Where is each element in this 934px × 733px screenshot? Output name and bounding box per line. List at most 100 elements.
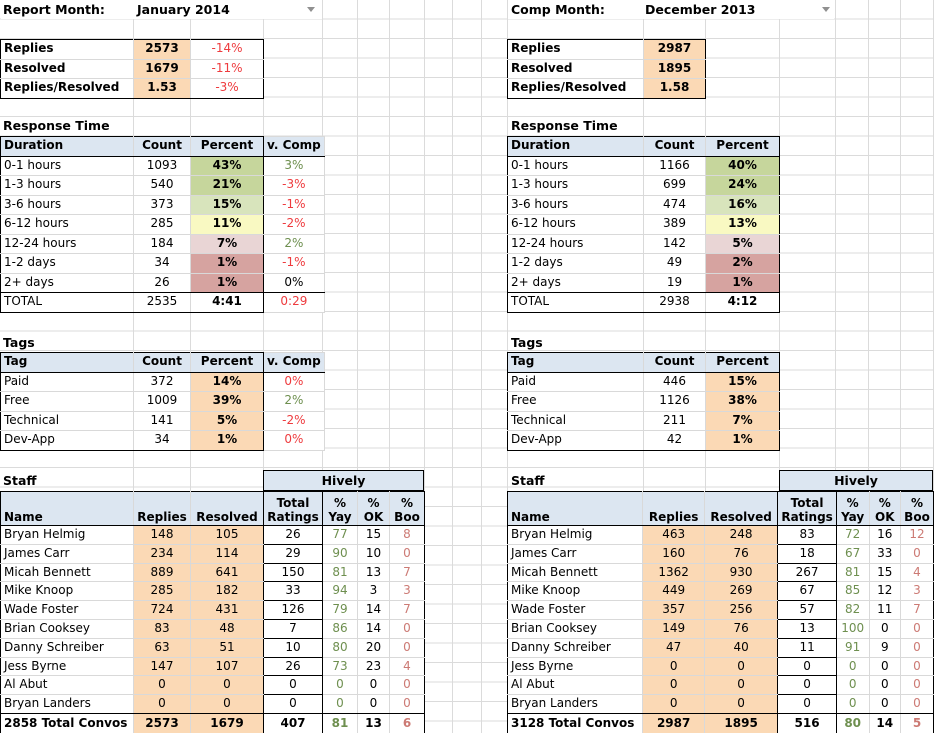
replies-cell[interactable]: 160 [642, 543, 705, 564]
boo-cell[interactable]: 7 [389, 600, 425, 620]
replies-cell[interactable]: 1362 [642, 562, 705, 583]
label-cell[interactable]: Dev-App [0, 430, 134, 451]
summary-label[interactable]: Replies [0, 39, 134, 60]
column-header[interactable]: Duration [507, 136, 644, 157]
resolved-cell[interactable]: 48 [190, 618, 264, 639]
comp-cell[interactable]: 0% [263, 430, 325, 451]
total-name-cell[interactable]: 2858 Total Convos [0, 712, 134, 733]
total-boo-cell[interactable]: 6 [389, 712, 425, 733]
yay-cell[interactable]: 0 [322, 694, 358, 714]
ratings-cell[interactable]: 18 [777, 543, 837, 564]
ok-cell[interactable]: 0 [868, 618, 901, 639]
resolved-cell[interactable]: 248 [703, 525, 779, 545]
count-cell[interactable]: 19 [643, 272, 706, 293]
resolved-cell[interactable]: 256 [703, 600, 779, 620]
ok-cell[interactable]: 10 [357, 543, 390, 564]
ok-cell[interactable]: 23 [357, 656, 390, 677]
total-replies-cell[interactable]: 2573 [133, 712, 191, 733]
percent-cell[interactable]: 39% [190, 391, 264, 412]
boo-cell[interactable]: 0 [389, 637, 425, 658]
yay-cell[interactable]: 85 [835, 581, 870, 602]
replies-cell[interactable]: 0 [642, 656, 705, 677]
column-header[interactable]: Count [643, 136, 706, 157]
yay-cell[interactable]: 81 [322, 562, 358, 583]
ratings-cell[interactable]: 10 [263, 637, 323, 658]
total-ok-cell[interactable]: 14 [868, 712, 901, 733]
yay-cell[interactable]: 67 [835, 543, 870, 564]
name-cell[interactable]: Mike Knoop [506, 581, 644, 602]
ratings-cell[interactable]: 26 [263, 525, 323, 545]
ratings-cell[interactable]: 0 [263, 675, 323, 696]
percent-cell[interactable]: 16% [705, 194, 780, 215]
column-header[interactable]: Percent [705, 136, 780, 157]
yay-cell[interactable]: 94 [322, 581, 358, 602]
percent-cell[interactable]: 24% [705, 175, 780, 196]
count-cell[interactable]: 142 [643, 233, 706, 254]
summary-value[interactable]: 1.53 [133, 78, 191, 99]
total-ratings-cell[interactable]: 407 [263, 712, 323, 733]
label-cell[interactable]: 12-24 hours [507, 233, 644, 254]
ratings-cell[interactable]: 0 [263, 694, 323, 714]
resolved-cell[interactable]: 269 [703, 581, 779, 602]
boo-cell[interactable]: 4 [389, 656, 425, 677]
replies-cell[interactable]: 463 [642, 525, 705, 545]
percent-cell[interactable]: 5% [705, 233, 780, 254]
name-cell[interactable]: Wade Foster [0, 600, 134, 620]
column-header[interactable]: Replies [642, 491, 705, 526]
ok-cell[interactable]: 20 [357, 637, 390, 658]
resolved-cell[interactable]: 0 [703, 694, 779, 714]
percent-cell[interactable]: 40% [705, 155, 780, 176]
summary-label[interactable]: Resolved [0, 58, 134, 79]
total-value[interactable]: 4:41 [190, 292, 264, 313]
name-cell[interactable]: Micah Bennett [506, 562, 644, 583]
chevron-down-icon[interactable] [307, 7, 315, 12]
ratings-cell[interactable]: 0 [777, 675, 837, 696]
total-resolved-cell[interactable]: 1679 [190, 712, 264, 733]
total-ok-cell[interactable]: 13 [357, 712, 390, 733]
name-cell[interactable]: Wade Foster [506, 600, 644, 620]
column-header[interactable]: Total Ratings [777, 491, 837, 526]
count-cell[interactable]: 1126 [643, 391, 706, 412]
percent-cell[interactable]: 1% [190, 253, 264, 274]
name-cell[interactable]: Bryan Landers [0, 694, 134, 714]
count-cell[interactable]: 373 [133, 194, 191, 215]
ratings-cell[interactable]: 267 [777, 562, 837, 583]
column-header[interactable]: Replies [133, 491, 191, 526]
label-cell[interactable]: 1-2 days [0, 253, 134, 274]
percent-cell[interactable]: 21% [190, 175, 264, 196]
replies-cell[interactable]: 234 [133, 543, 191, 564]
total-label[interactable]: TOTAL [507, 292, 644, 313]
replies-cell[interactable]: 285 [133, 581, 191, 602]
name-cell[interactable]: Al Abut [506, 675, 644, 696]
label-cell[interactable]: 2+ days [0, 272, 134, 293]
ok-cell[interactable]: 15 [868, 562, 901, 583]
boo-cell[interactable]: 0 [389, 618, 425, 639]
percent-cell[interactable]: 43% [190, 155, 264, 176]
boo-cell[interactable]: 12 [899, 525, 934, 545]
replies-cell[interactable]: 0 [133, 694, 191, 714]
total-count[interactable]: 2535 [133, 292, 191, 313]
label-cell[interactable]: Paid [507, 371, 644, 392]
ok-cell[interactable]: 13 [357, 562, 390, 583]
replies-cell[interactable]: 147 [133, 656, 191, 677]
count-cell[interactable]: 1009 [133, 391, 191, 412]
boo-cell[interactable]: 0 [389, 675, 425, 696]
name-cell[interactable]: Brian Cooksey [506, 618, 644, 639]
summary-label[interactable]: Replies [507, 39, 644, 60]
replies-cell[interactable]: 889 [133, 562, 191, 583]
resolved-cell[interactable]: 431 [190, 600, 264, 620]
replies-cell[interactable]: 449 [642, 581, 705, 602]
count-cell[interactable]: 699 [643, 175, 706, 196]
column-header[interactable]: Tag [507, 352, 644, 373]
name-cell[interactable]: Bryan Helmig [506, 525, 644, 545]
total-ratings-cell[interactable]: 516 [777, 712, 837, 733]
boo-cell[interactable]: 0 [899, 675, 934, 696]
resolved-cell[interactable]: 641 [190, 562, 264, 583]
summary-comp[interactable]: -14% [190, 39, 264, 60]
summary-comp[interactable]: -3% [190, 78, 264, 99]
resolved-cell[interactable]: 0 [703, 675, 779, 696]
label-cell[interactable]: Free [0, 391, 134, 412]
replies-cell[interactable]: 47 [642, 637, 705, 658]
count-cell[interactable]: 389 [643, 214, 706, 235]
column-header[interactable]: Resolved [190, 491, 264, 526]
